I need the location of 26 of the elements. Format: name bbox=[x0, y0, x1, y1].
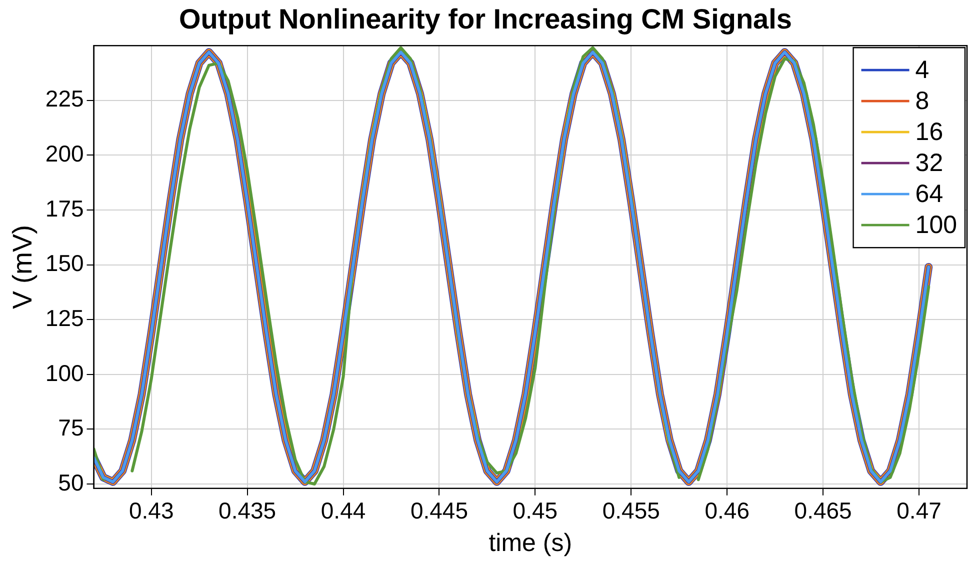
legend-label: 64 bbox=[915, 180, 944, 208]
y-tick-label: 225 bbox=[45, 86, 84, 112]
y-tick-label: 200 bbox=[45, 140, 84, 167]
x-tick-label: 0.46 bbox=[704, 498, 750, 524]
x-tick-label: 0.43 bbox=[128, 498, 174, 524]
x-tick-label: 0.435 bbox=[218, 498, 276, 524]
legend-label: 4 bbox=[915, 56, 930, 84]
x-tick-label: 0.455 bbox=[602, 498, 660, 524]
legend-label: 8 bbox=[915, 86, 930, 115]
y-tick-label: 100 bbox=[45, 360, 84, 386]
x-tick-label: 0.45 bbox=[512, 498, 558, 524]
x-axis-title: time (s) bbox=[488, 528, 572, 557]
y-tick-label: 75 bbox=[58, 414, 84, 441]
y-tick-label: 125 bbox=[45, 304, 84, 331]
y-tick-label: 50 bbox=[58, 469, 84, 496]
x-tick-label: 0.47 bbox=[896, 498, 942, 524]
y-tick-label: 150 bbox=[45, 250, 84, 276]
y-tick-label: 175 bbox=[45, 195, 84, 222]
legend-label: 32 bbox=[915, 148, 944, 177]
x-tick-label: 0.445 bbox=[410, 498, 468, 524]
x-tick-label: 0.44 bbox=[320, 498, 366, 524]
x-tick-label: 0.465 bbox=[794, 498, 852, 524]
chart-title: Output Nonlinearity for Increasing CM Signals bbox=[179, 4, 792, 35]
legend-label: 16 bbox=[915, 118, 944, 146]
y-axis-title: V (mV) bbox=[8, 225, 38, 309]
legend-label: 100 bbox=[915, 210, 958, 239]
